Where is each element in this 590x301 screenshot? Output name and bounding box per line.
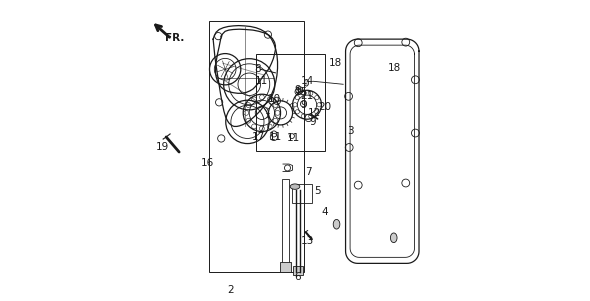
- Text: 9: 9: [301, 100, 307, 110]
- Text: 15: 15: [295, 87, 308, 97]
- Bar: [280, 262, 291, 272]
- Text: 9: 9: [310, 117, 316, 127]
- Bar: [282, 179, 289, 272]
- Text: 4: 4: [322, 207, 329, 217]
- Text: 5: 5: [314, 186, 321, 196]
- Text: 8: 8: [254, 64, 261, 74]
- Ellipse shape: [304, 79, 309, 86]
- Bar: [209, 21, 304, 272]
- Text: 14: 14: [300, 76, 314, 86]
- Text: 18: 18: [329, 58, 342, 68]
- Bar: [256, 54, 325, 150]
- Text: 17: 17: [253, 132, 266, 142]
- Text: 11: 11: [255, 76, 268, 86]
- Ellipse shape: [333, 219, 340, 229]
- Text: 16: 16: [201, 157, 214, 168]
- Text: 19: 19: [156, 142, 169, 153]
- Text: 20: 20: [319, 102, 332, 112]
- Text: 10: 10: [267, 94, 280, 104]
- Text: FR.: FR.: [165, 33, 184, 43]
- Ellipse shape: [391, 233, 397, 243]
- Text: 18: 18: [388, 63, 401, 73]
- Text: 7: 7: [305, 166, 312, 177]
- Text: 9: 9: [294, 85, 301, 95]
- Text: 3: 3: [348, 126, 354, 136]
- Text: 6: 6: [294, 272, 301, 282]
- Ellipse shape: [290, 184, 300, 189]
- Bar: [293, 266, 303, 275]
- Text: 12: 12: [308, 108, 321, 118]
- Text: 21: 21: [300, 91, 314, 101]
- Text: 13: 13: [300, 236, 314, 246]
- Text: 11: 11: [269, 132, 282, 142]
- Text: 2: 2: [227, 285, 234, 296]
- Bar: [292, 184, 312, 203]
- Text: 11: 11: [287, 133, 300, 144]
